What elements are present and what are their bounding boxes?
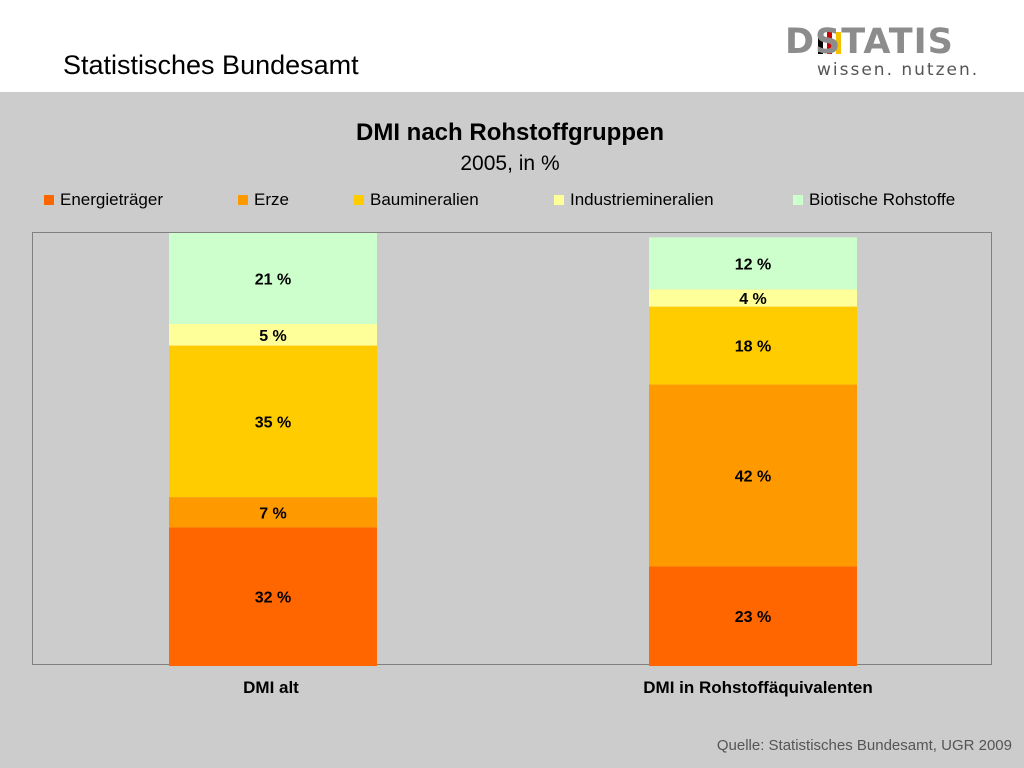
bar-segment-baumineralien-2: [649, 306, 857, 385]
legend-swatch: [238, 195, 248, 205]
destatis-logo: DSTATIS wissen. nutzen.: [785, 22, 995, 82]
category-label-dmi-rohstoffaequivalente: DMI in Rohstoffäquivalenten: [643, 678, 873, 697]
data-label-biotische-rohstoffe-1: 21 %: [255, 271, 291, 288]
legend-swatch: [793, 195, 803, 205]
logo-bars-icon: [816, 30, 841, 56]
data-label-erze-2: 42 %: [735, 468, 771, 485]
bar-segment-biotische-rohstoffe-1: [169, 233, 377, 324]
data-label-baumineralien-2: 18 %: [735, 339, 771, 356]
data-label-biotische-rohstoffe-2: 12 %: [735, 256, 771, 273]
legend-label: Erze: [254, 190, 289, 209]
source-note: Quelle: Statistisches Bundesamt, UGR 200…: [716, 737, 1012, 754]
bar-segment-industriemineralien-2: [649, 289, 857, 307]
legend-swatch: [354, 195, 364, 205]
chart-title: DMI nach Rohstoffgruppen: [356, 119, 664, 146]
org-name: Statistisches Bundesamt: [63, 50, 359, 80]
legend-item-energietraeger: Energieträger: [44, 189, 163, 211]
bar-segment-erze-1: [169, 497, 377, 528]
legend-label: Industriemineralien: [570, 190, 714, 209]
category-label-dmi-alt: DMI alt: [243, 678, 299, 697]
legend-item-industriemineralien: Industriemineralien: [554, 189, 714, 211]
bar-segment-baumineralien-1: [169, 345, 377, 498]
bar-segment-industriemineralien-1: [169, 323, 377, 346]
bar-segment-energietraeger-2: [649, 566, 857, 666]
data-label-baumineralien-1: 35 %: [255, 414, 291, 431]
data-label-erze-1: 7 %: [259, 505, 287, 522]
legend-swatch: [44, 195, 54, 205]
data-label-industriemineralien-2: 4 %: [739, 291, 767, 308]
bar-segment-energietraeger-1: [169, 527, 377, 666]
chart-legend: Energieträger Erze Baumineralien Industr…: [0, 189, 1024, 211]
legend-item-erze: Erze: [238, 189, 289, 211]
stacked-bar-chart: 32 % 7 % 35 % 5 % 21 % 23 % 42 % 18 % 4 % 12 %: [169, 233, 857, 666]
legend-label: Biotische Rohstoffe: [809, 190, 956, 209]
plot-area: 32 % 7 % 35 % 5 % 21 % 23 % 42 % 18 % 4 % 12 %: [32, 232, 992, 666]
data-label-energietraeger-1: 32 %: [255, 590, 291, 607]
legend-label: Energieträger: [60, 190, 164, 209]
data-label-energietraeger-2: 23 %: [735, 609, 771, 626]
bar-segment-erze-2: [649, 384, 857, 567]
chart-slide: DMI nach Rohstoffgruppen 2005, in % Ener…: [0, 92, 1024, 768]
legend-swatch: [554, 195, 564, 205]
legend-label: Baumineralien: [370, 190, 479, 209]
bar-segment-biotische-rohstoffe-2: [649, 237, 857, 290]
legend-item-baumineralien: Baumineralien: [354, 189, 479, 211]
legend-item-biotische-rohstoffe: Biotische Rohstoffe: [793, 189, 955, 211]
logo-wordmark: DSTATIS: [785, 22, 954, 62]
data-label-industriemineralien-1: 5 %: [259, 328, 287, 345]
chart-subtitle: 2005, in %: [460, 152, 560, 175]
logo-tagline: wissen. nutzen.: [817, 60, 980, 80]
header-bar: Statistisches Bundesamt DSTATIS wissen. …: [0, 0, 1024, 92]
